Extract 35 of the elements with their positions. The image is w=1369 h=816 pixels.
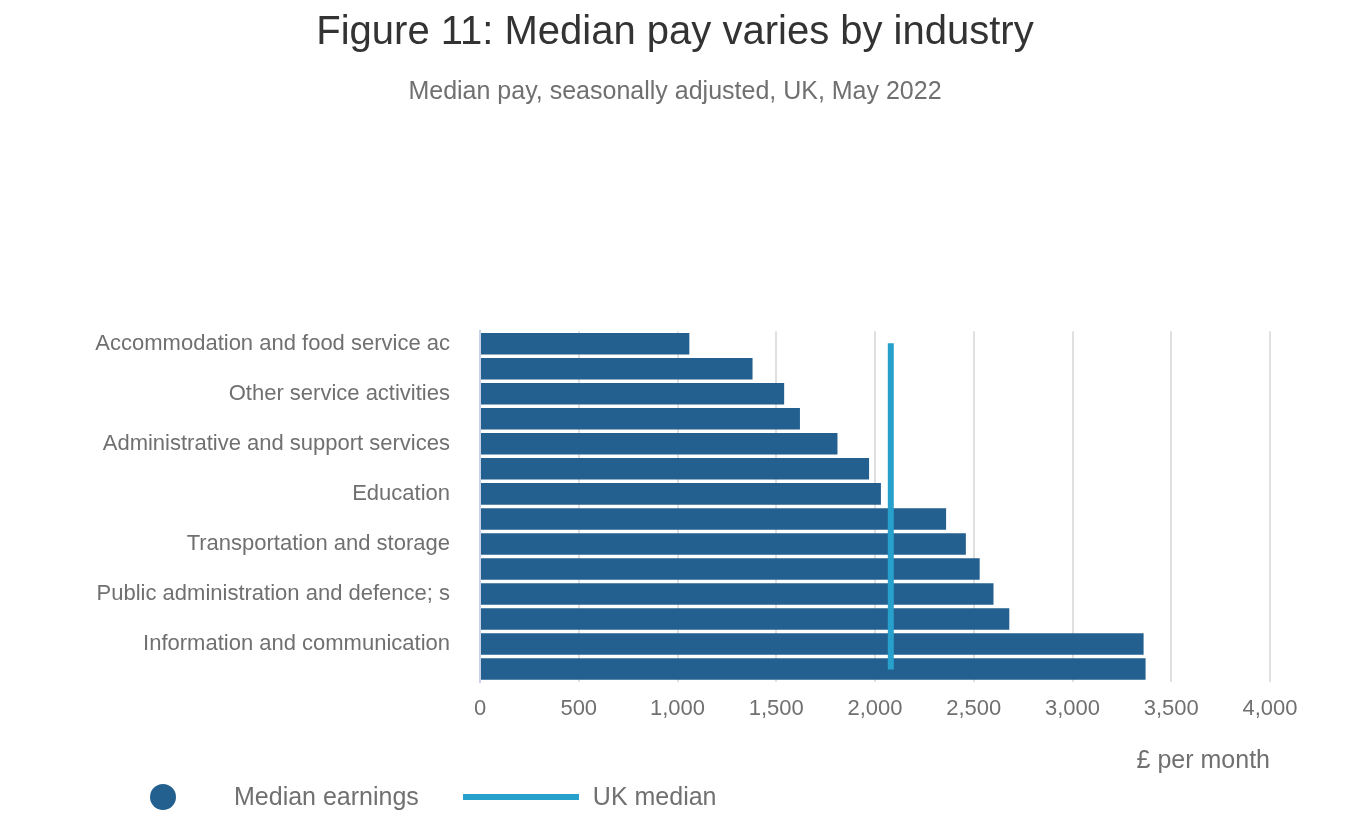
bar — [481, 633, 1144, 655]
x-tick-label: 3,500 — [1143, 694, 1199, 720]
bar — [481, 433, 838, 455]
bar — [481, 533, 966, 555]
x-tick-label: 0 — [473, 694, 487, 720]
bar — [481, 483, 881, 505]
bar — [481, 583, 994, 605]
y-tick-label: Public administration and defence; s — [96, 580, 450, 606]
legend-label: UK median — [592, 782, 717, 811]
x-tick-label: 2,500 — [946, 694, 1002, 720]
chart-subtitle: Median pay, seasonally adjusted, UK, May 2022 — [407, 76, 943, 105]
x-tick-label: 1,000 — [649, 694, 706, 720]
y-tick-label: Transportation and storage — [186, 530, 450, 556]
bar — [481, 458, 870, 480]
bar — [481, 558, 980, 580]
x-tick-label: 2,000 — [847, 694, 903, 720]
bar — [481, 383, 785, 405]
bar — [481, 357, 753, 380]
x-tick-label: 500 — [560, 694, 598, 720]
x-tick-label: 3,000 — [1044, 694, 1101, 720]
chart-title: Figure 11: Median pay varies by industry — [315, 8, 1035, 53]
bar — [481, 332, 690, 355]
legend-label: Median earnings — [234, 782, 419, 811]
y-tick-label: Education — [352, 479, 450, 505]
y-tick-label: Administrative and support services — [102, 429, 450, 455]
bar — [481, 658, 1146, 680]
y-tick-label: Accommodation and food service ac — [95, 329, 450, 355]
bar — [481, 608, 1010, 630]
bar — [481, 408, 800, 430]
x-tick-label: 1,500 — [748, 694, 804, 720]
y-tick-label: Other service activities — [228, 379, 450, 405]
x-tick-label: 4,000 — [1242, 694, 1298, 720]
bar — [481, 508, 947, 530]
x-axis-title: £ per month — [1136, 744, 1270, 773]
y-tick-label: Information and communication — [143, 630, 450, 656]
